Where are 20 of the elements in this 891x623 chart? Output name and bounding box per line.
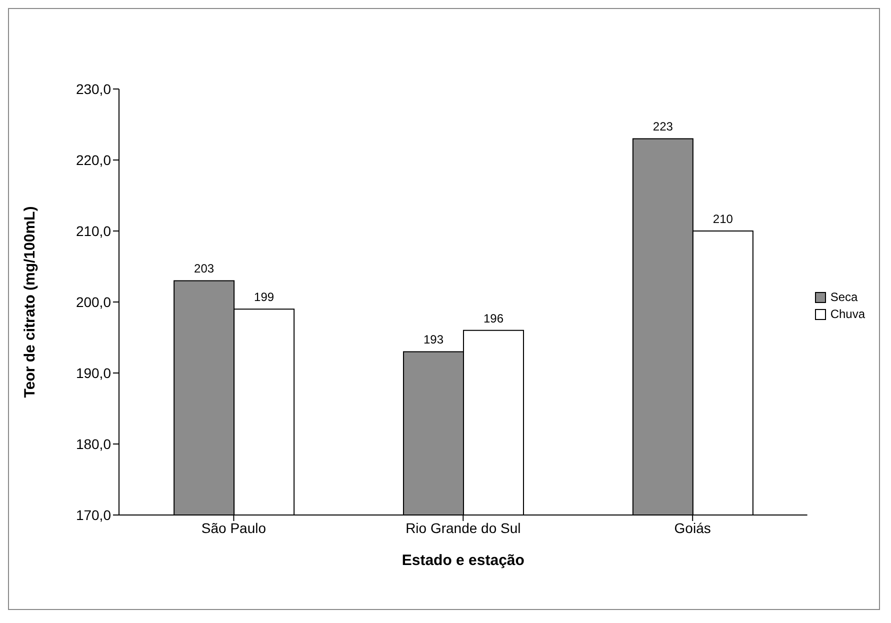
legend-label: Seca (830, 290, 858, 304)
y-tick-label: 220,0 (76, 152, 112, 168)
data-label: 193 (423, 332, 444, 347)
x-tick-label: Rio Grande do Sul (406, 520, 521, 536)
y-tick-label: 230,0 (76, 80, 112, 97)
x-tick-label: Goiás (674, 520, 711, 536)
y-axis-title: Teor de citrato (mg/100mL) (21, 206, 38, 398)
y-tick-label: 210,0 (76, 222, 112, 239)
data-label: 199 (254, 290, 274, 304)
y-tick-label: 180,0 (76, 436, 112, 452)
data-label: 210 (712, 212, 734, 226)
data-label: 223 (652, 120, 674, 134)
data-label: 196 (483, 311, 504, 326)
y-tick-label: 200,0 (76, 294, 112, 310)
x-tick-label: São Paulo (201, 520, 266, 536)
data-label: 203 (194, 262, 214, 276)
y-tick-label: 190,0 (76, 364, 112, 381)
legend-label: Chuva (830, 307, 865, 321)
x-axis-title: Estado e estação (402, 552, 524, 569)
y-tick-label: 170,0 (76, 506, 112, 523)
